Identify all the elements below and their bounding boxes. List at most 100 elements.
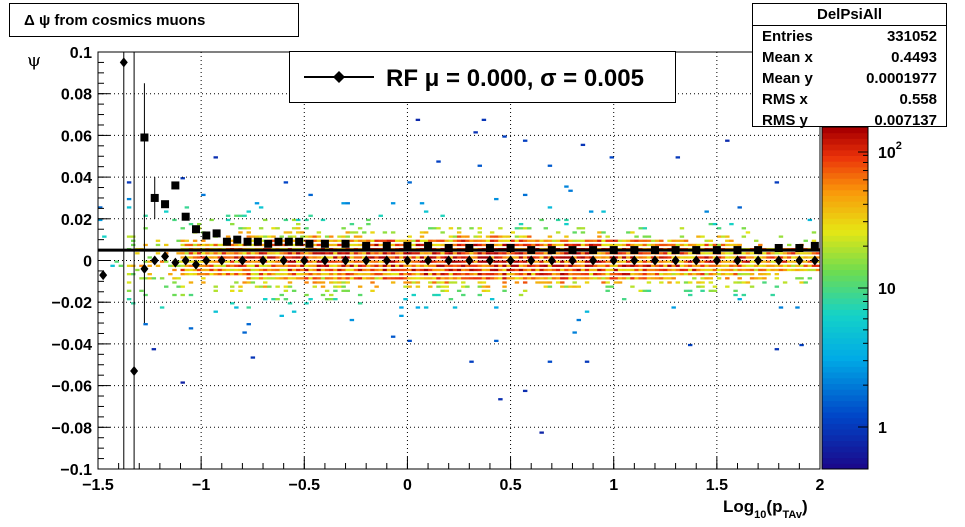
heatmap-cell [337,239,342,242]
heatmap-cell [605,268,610,272]
heatmap-cell [576,260,582,263]
heatmap-cell [461,273,466,276]
heatmap-cell [749,264,755,267]
heatmap-cell [452,281,458,284]
heatmap-cell [362,239,367,242]
heatmap-cell [659,273,664,276]
heatmap-cell [638,264,643,267]
z-tick-label: 1 [878,420,887,437]
heatmap-cell [502,252,507,255]
heatmap-cell [667,260,672,263]
square-marker [243,237,252,246]
heatmap-cell [234,264,239,267]
heatmap-cell [646,235,652,238]
heatmap-cell [324,235,330,238]
heatmap-cell [407,281,412,284]
heatmap-cell [291,273,297,276]
heatmap-cell [131,239,136,242]
heatmap-cell [762,260,767,263]
heatmap-cell [477,264,482,267]
heatmap-cell [283,181,289,184]
heatmap-cell [667,239,672,242]
heatmap-cell [312,260,317,263]
heatmap-cell [518,256,524,259]
square-marker [362,241,371,250]
heatmap-cell [217,243,223,247]
heatmap-cell [345,281,350,284]
heatmap-cell [180,256,185,259]
heatmap-cell [700,260,705,263]
heatmap-cell [131,302,136,305]
heatmap-cell [164,243,169,247]
heatmap-cell [221,273,227,276]
heatmap-cell [489,273,495,276]
heatmap-cell [527,268,532,272]
heatmap-cell [733,264,738,267]
heatmap-cell [279,252,284,255]
palette-band [822,241,868,248]
heatmap-cell [188,252,194,255]
heatmap-cell [469,227,474,230]
heatmap-cell [758,273,763,276]
heatmap-cell [436,293,441,297]
heatmap-cell [263,277,268,280]
heatmap-cell [659,264,664,267]
heatmap-cell [432,293,437,297]
heatmap-cell [683,289,689,292]
heatmap-cell [362,273,367,276]
heatmap-cell [634,273,639,276]
heatmap-cell [357,256,363,259]
heatmap-cell [353,264,359,267]
diamond-marker [202,255,211,266]
heatmap-cell [230,222,235,226]
heatmap-cell [518,252,524,255]
square-marker [341,239,350,248]
heatmap-cell [584,264,590,267]
heatmap-cell [638,243,643,247]
heatmap-cell [588,268,594,272]
heatmap-cell [213,156,218,159]
heatmap-cell [411,243,416,247]
heatmap-cell [225,268,231,272]
heatmap-cell [234,260,239,263]
square-marker [671,246,680,255]
heatmap-cell [609,156,615,159]
heatmap-cell [390,264,396,267]
heatmap-cell [329,252,334,255]
heatmap-cell [527,273,532,276]
palette-band [822,446,868,453]
heatmap-cell [687,293,693,297]
heatmap-cell [246,227,251,230]
heatmap-cell [139,277,144,280]
heatmap-cell [184,273,190,276]
heatmap-cell [172,277,177,280]
heatmap-cell [626,264,631,267]
heatmap-cell [275,285,280,288]
heatmap-cell [663,277,668,280]
heatmap-cell [452,239,458,242]
heatmap-cell [576,243,582,247]
heatmap-cell [283,285,289,288]
heatmap-cell [609,277,615,280]
heatmap-cell [353,260,359,263]
heatmap-cell [258,273,264,276]
heatmap-cell [522,235,528,238]
heatmap-cell [333,252,338,255]
heatmap-cell [415,277,421,280]
heatmap-cell [291,218,297,222]
heatmap-cell [485,252,491,255]
heatmap-cell [370,273,375,276]
heatmap-cell [593,243,598,247]
heatmap-cell [440,231,445,234]
heatmap-cell [791,268,796,272]
heatmap-cell [642,289,648,292]
heatmap-cell [296,264,301,267]
palette-band [822,246,868,253]
heatmap-cell [254,202,260,205]
heatmap-cell [300,273,305,276]
heatmap-cell [238,256,243,259]
heatmap-cell [114,260,119,263]
diamond-marker [774,255,783,266]
heatmap-cell [320,285,326,288]
heatmap-cell [584,281,590,284]
